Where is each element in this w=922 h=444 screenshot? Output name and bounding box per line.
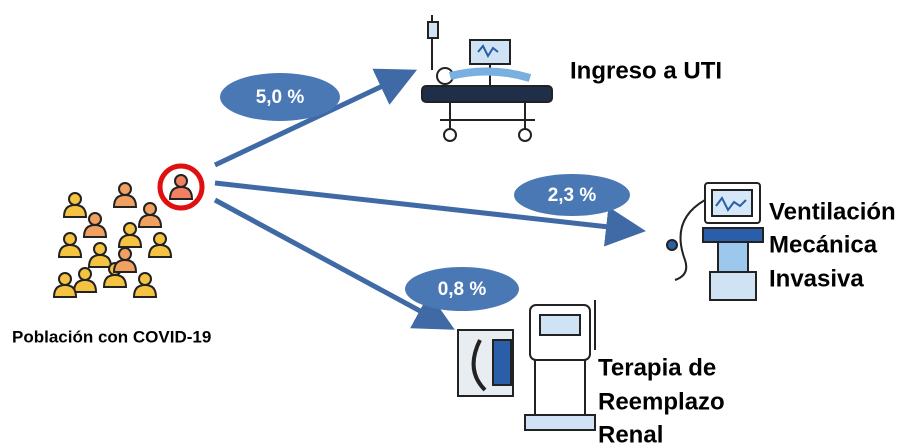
percentage: 2,3 % xyxy=(548,185,597,206)
outcome-label: Terapia de xyxy=(598,354,716,381)
diagram: Población con COVID-19 xyxy=(0,0,922,444)
person-icon xyxy=(89,243,111,267)
arrow xyxy=(215,200,446,325)
person-icon xyxy=(119,223,141,247)
person-icon xyxy=(149,233,171,257)
population-icon xyxy=(54,175,192,297)
percentage: 5,0 % xyxy=(256,87,305,108)
person-icon xyxy=(74,268,96,292)
dialysis-icon xyxy=(458,300,595,430)
outcome-label: Mecánica xyxy=(769,231,878,258)
person-icon xyxy=(114,183,136,207)
outcome-label: Invasiva xyxy=(769,265,864,292)
person-icon xyxy=(114,248,136,272)
outcome-label: Ingreso a UTI xyxy=(570,57,722,84)
percentage: 0,8 % xyxy=(438,279,487,300)
person-icon xyxy=(54,273,76,297)
outcome-label: Renal xyxy=(598,421,663,444)
person-icon xyxy=(134,273,156,297)
outcome-label: Reemplazo xyxy=(598,388,725,415)
person-icon xyxy=(170,175,192,199)
person-icon xyxy=(84,213,106,237)
person-icon xyxy=(64,193,86,217)
person-icon xyxy=(139,203,161,227)
outcome-label: Ventilación xyxy=(769,198,896,225)
icu-bed-icon xyxy=(422,15,552,141)
ventilator-icon xyxy=(667,183,763,300)
person-icon xyxy=(59,233,81,257)
source-label: Población con COVID-19 xyxy=(12,327,211,346)
